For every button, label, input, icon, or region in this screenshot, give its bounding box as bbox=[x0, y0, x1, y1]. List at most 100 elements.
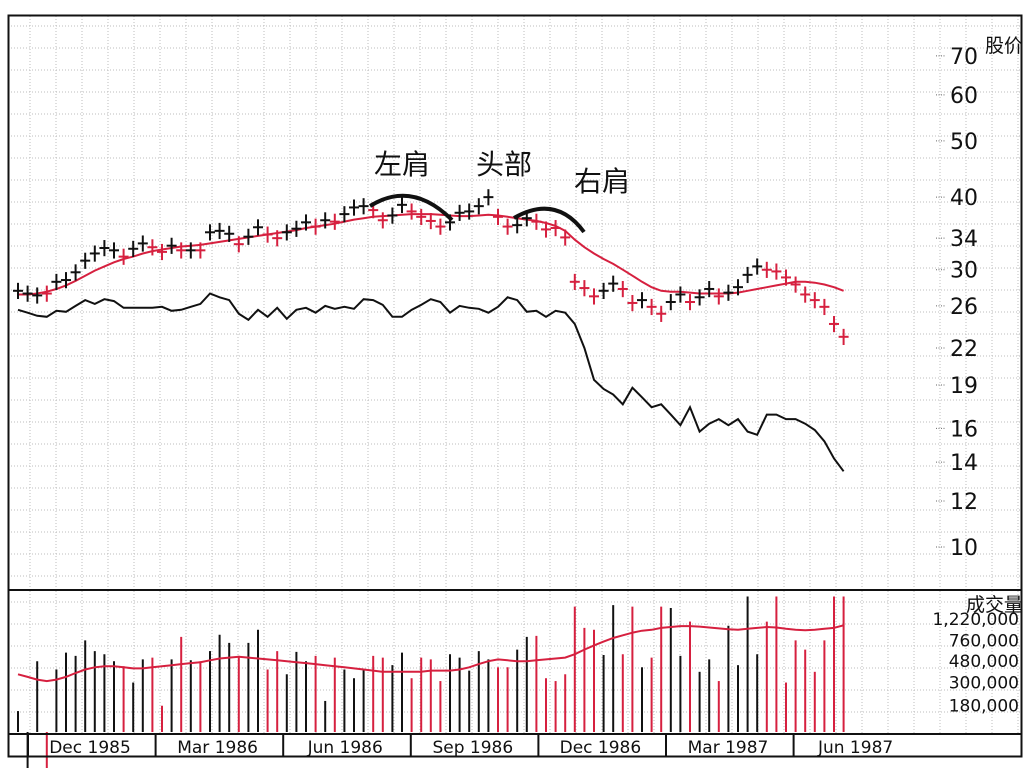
price-axis: 70 60 50 40 34 30 26 22 19 16 14 12 10 bbox=[936, 45, 978, 561]
price-bar bbox=[752, 258, 763, 275]
price-bar bbox=[454, 204, 465, 221]
price-bar bbox=[713, 288, 724, 305]
price-bar bbox=[253, 219, 263, 236]
time-tick-label: Dec 1985 bbox=[49, 738, 131, 758]
price-bar bbox=[358, 198, 369, 215]
price-bar bbox=[656, 305, 667, 322]
volume-tick-label: 760,000 bbox=[949, 631, 1019, 651]
chart-frame bbox=[7, 14, 1023, 758]
price-bar bbox=[51, 273, 62, 291]
price-bar bbox=[704, 281, 715, 298]
price-bar bbox=[61, 272, 71, 289]
price-bar bbox=[589, 288, 599, 305]
price-bar bbox=[70, 264, 81, 281]
time-tick-label: Jun 1987 bbox=[817, 738, 893, 758]
price-bar bbox=[483, 189, 494, 206]
right-shoulder-arc bbox=[513, 206, 586, 234]
volume-tick-label: 300,000 bbox=[949, 674, 1019, 694]
price-bar bbox=[838, 328, 849, 346]
price-bar bbox=[13, 282, 23, 299]
left-shoulder-arc bbox=[368, 193, 454, 222]
relative-strength-line bbox=[17, 292, 845, 472]
price-bar bbox=[617, 281, 628, 298]
price-bar bbox=[598, 282, 609, 299]
price-tick-label: 26 bbox=[950, 295, 978, 320]
annotation-right-shoulder: 右肩 bbox=[574, 165, 630, 198]
price-bar bbox=[109, 242, 119, 259]
price-bars bbox=[13, 189, 849, 346]
price-bar bbox=[185, 242, 196, 259]
price-bar bbox=[675, 286, 686, 303]
volume-moving-average bbox=[17, 624, 844, 683]
price-bar bbox=[608, 275, 619, 292]
volume-tick-label: 1,220,000 bbox=[932, 610, 1019, 630]
price-bar bbox=[281, 224, 292, 241]
time-tick-label: Mar 1987 bbox=[688, 738, 769, 758]
price-bar bbox=[41, 285, 52, 302]
price-bar bbox=[310, 218, 321, 235]
price-tick-label: 40 bbox=[950, 186, 978, 211]
price-bar bbox=[694, 289, 705, 306]
price-tick-label: 70 bbox=[950, 45, 978, 70]
price-bar bbox=[272, 230, 283, 247]
price-tick-label: 22 bbox=[950, 337, 978, 362]
price-bar bbox=[771, 263, 782, 280]
price-axis-title: 股价 bbox=[985, 35, 1023, 57]
price-bar bbox=[32, 287, 43, 304]
price-bar bbox=[262, 226, 273, 243]
price-bar bbox=[550, 220, 561, 237]
price-bar bbox=[99, 240, 110, 257]
price-bar bbox=[243, 228, 254, 245]
time-tick-label: Jun 1986 bbox=[307, 738, 383, 758]
price-tick-label: 10 bbox=[950, 536, 978, 561]
price-bar bbox=[685, 294, 695, 311]
price-bar bbox=[22, 285, 33, 302]
price-tick-label: 12 bbox=[950, 490, 978, 515]
price-bar bbox=[349, 199, 359, 216]
volume-grid bbox=[8, 591, 1020, 733]
price-bar bbox=[502, 218, 513, 235]
volume-tick-label: 480,000 bbox=[949, 652, 1019, 672]
price-tick-label: 16 bbox=[950, 417, 978, 442]
price-grid bbox=[8, 16, 1020, 589]
price-tick-label: 19 bbox=[950, 374, 978, 399]
price-bar bbox=[397, 196, 407, 214]
shoulder-arcs bbox=[368, 193, 586, 234]
price-bar bbox=[137, 235, 148, 252]
price-bar bbox=[579, 280, 590, 297]
price-bar bbox=[560, 229, 571, 246]
annotation-head: 头部 bbox=[476, 148, 532, 181]
time-tick-label: Dec 1986 bbox=[560, 738, 642, 758]
price-tick-label: 60 bbox=[950, 84, 978, 109]
price-bar bbox=[157, 243, 167, 261]
price-tick-label: 50 bbox=[950, 130, 978, 155]
price-tick-label: 30 bbox=[950, 259, 978, 284]
price-tick-label: 14 bbox=[950, 451, 978, 476]
price-bar bbox=[89, 245, 100, 262]
price-bar bbox=[637, 292, 647, 309]
price-tick-label: 34 bbox=[950, 227, 978, 252]
price-bar bbox=[819, 298, 830, 316]
volume-tick-label: 180,000 bbox=[949, 697, 1019, 717]
price-bar bbox=[214, 222, 225, 240]
volume-axis-title: 成交量 bbox=[966, 594, 1023, 616]
price-bar bbox=[569, 273, 580, 291]
price-bar bbox=[377, 212, 388, 229]
price-bar bbox=[493, 208, 503, 226]
price-bar bbox=[742, 266, 753, 284]
price-bar bbox=[128, 240, 139, 257]
price-bar bbox=[176, 242, 187, 259]
price-bar bbox=[646, 298, 657, 316]
price-bar bbox=[665, 294, 676, 311]
relative-strength-path bbox=[17, 292, 845, 472]
price-bar bbox=[406, 203, 417, 220]
annotation-left-shoulder: 左肩 bbox=[374, 148, 430, 181]
price-bar bbox=[80, 252, 91, 269]
price-bar bbox=[733, 279, 743, 296]
price-bar bbox=[800, 286, 811, 303]
price-bar bbox=[205, 224, 215, 241]
price-bar bbox=[291, 220, 302, 237]
price-bar bbox=[320, 212, 331, 229]
